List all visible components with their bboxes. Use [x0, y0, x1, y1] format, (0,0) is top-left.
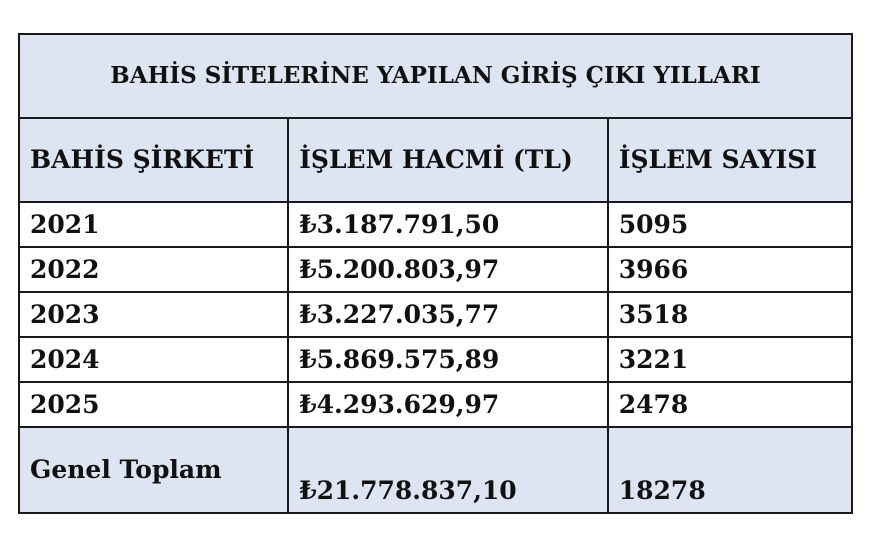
header-count: İŞLEM SAYISI — [606, 117, 854, 203]
cell-count: 5095 — [606, 201, 854, 248]
cell-year: 2025 — [17, 381, 290, 428]
table-row: 2021 ₺3.187.791,50 5095 — [17, 201, 854, 248]
table-row: 2023 ₺3.227.035,77 3518 — [17, 291, 854, 338]
cell-count: 3966 — [606, 246, 854, 293]
cell-count: 3221 — [606, 336, 854, 383]
betting-volume-table: BAHİS SİTELERİNE YAPILAN GİRİŞ ÇIKI YILL… — [17, 33, 854, 514]
total-row: Genel Toplam ₺21.778.837,10 18278 — [17, 426, 854, 514]
cell-year: 2023 — [17, 291, 290, 338]
cell-year: 2021 — [17, 201, 290, 248]
total-label: Genel Toplam — [17, 426, 290, 514]
cell-year: 2024 — [17, 336, 290, 383]
cell-volume: ₺4.293.629,97 — [287, 381, 609, 428]
table-title-row: BAHİS SİTELERİNE YAPILAN GİRİŞ ÇIKI YILL… — [18, 33, 853, 119]
cell-count: 2478 — [606, 381, 854, 428]
cell-count: 3518 — [606, 291, 854, 338]
header-volume: İŞLEM HACMİ (TL) — [287, 117, 609, 203]
total-count: 18278 — [606, 426, 854, 514]
cell-volume: ₺5.200.803,97 — [287, 246, 609, 293]
cell-year: 2022 — [17, 246, 290, 293]
table-row: 2025 ₺4.293.629,97 2478 — [17, 381, 854, 428]
table-row: 2024 ₺5.869.575,89 3221 — [17, 336, 854, 383]
cell-volume: ₺3.187.791,50 — [287, 201, 609, 248]
table-title: BAHİS SİTELERİNE YAPILAN GİRİŞ ÇIKI YILL… — [18, 33, 853, 119]
total-volume: ₺21.778.837,10 — [287, 426, 609, 514]
header-company: BAHİS ŞİRKETİ — [17, 117, 290, 203]
cell-volume: ₺5.869.575,89 — [287, 336, 609, 383]
table-header-row: BAHİS ŞİRKETİ İŞLEM HACMİ (TL) İŞLEM SAY… — [17, 117, 854, 203]
cell-volume: ₺3.227.035,77 — [287, 291, 609, 338]
table-row: 2022 ₺5.200.803,97 3966 — [17, 246, 854, 293]
